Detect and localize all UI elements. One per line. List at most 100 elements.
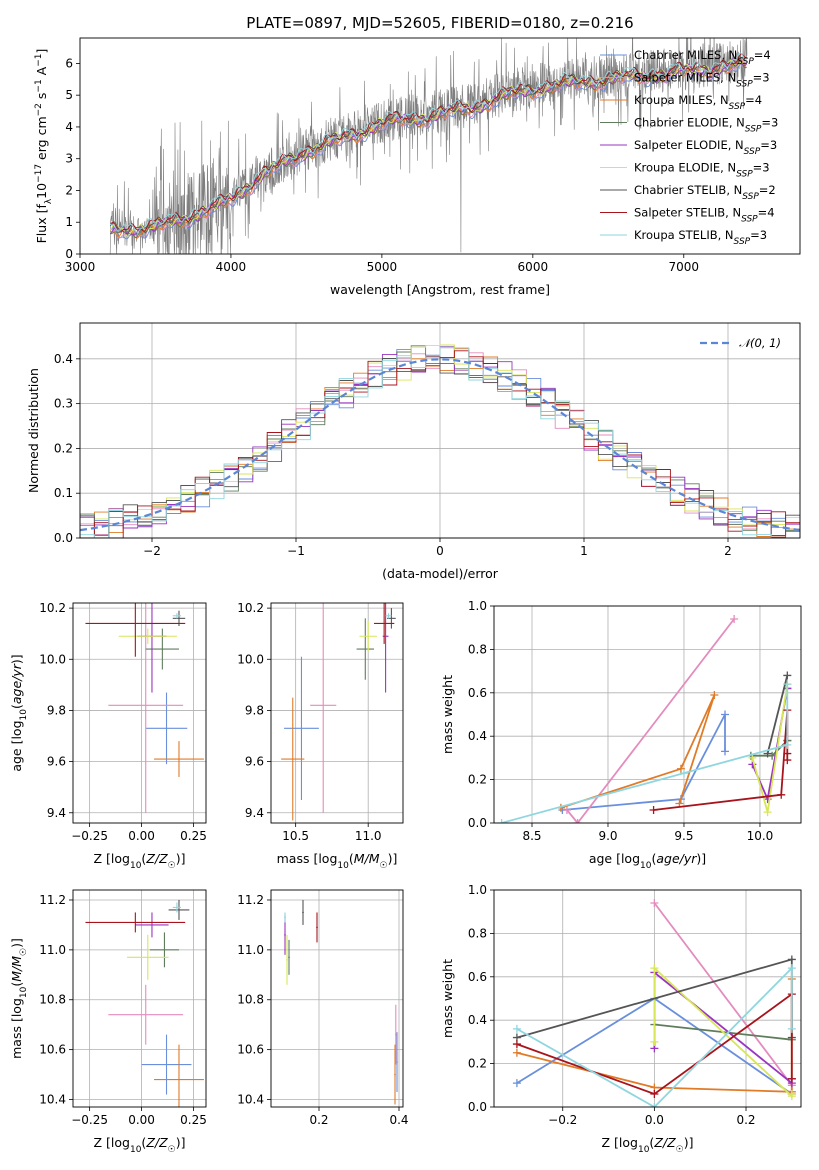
point-marker [512, 1048, 521, 1057]
errorbar-kroupa-miles [154, 741, 204, 777]
axes-frame [79, 37, 801, 255]
x-tick-label: 0.00 [128, 829, 155, 843]
series-line [766, 675, 789, 754]
errorbar-chabrier-elodie [356, 618, 374, 680]
x-tick-label: 6000 [518, 260, 549, 274]
axes-frame [493, 889, 802, 1108]
x-tick-label: 8.5 [522, 829, 541, 843]
y-tick-label: 0.2 [54, 441, 73, 455]
legend-label-salpeter-miles: Salpeter MILES, NSSP=3 [634, 71, 770, 90]
series-kroupa-stelib [497, 680, 792, 823]
model-spectrum-chabrier-stelib [109, 56, 747, 235]
axes-frame [493, 605, 802, 824]
legend-label-salpeter-elodie: Salpeter ELODIE, NSSP=3 [634, 138, 777, 157]
y-tick-label: 0.1 [54, 486, 73, 500]
axes-frame [79, 322, 801, 539]
errorbar-salpeter-stelib [85, 603, 186, 657]
point-marker [562, 805, 571, 814]
point-marker [783, 680, 792, 689]
y-tick-label: 1 [65, 215, 73, 229]
y-tick-label: 0.0 [54, 531, 73, 545]
x-axis-label: (data-model)/error [382, 566, 499, 581]
point-marker [721, 747, 730, 756]
y-tick-label: 0.2 [468, 1057, 487, 1071]
x-tick-label: −0.25 [71, 1113, 108, 1127]
y-tick-label: 9.6 [47, 755, 66, 769]
series-line [501, 684, 789, 823]
x-tick-label: 0.4 [389, 1113, 408, 1127]
chart-title: PLATE=0897, MJD=52605, FIBERID=0180, z=0… [246, 14, 633, 32]
errorbar-chabrier-miles [396, 1032, 398, 1093]
y-tick-label: 0.3 [54, 397, 73, 411]
errorbar-salpeter-stelib [373, 603, 395, 644]
series-kroupa-stelib [512, 964, 796, 1107]
series-chabrier-miles [558, 710, 730, 814]
y-tick-label: 10.2 [39, 601, 66, 615]
series-kroupa-elodie [650, 964, 796, 1101]
point-marker [787, 1024, 796, 1033]
x-axis-label: mass [log10(M/M☉)] [277, 851, 398, 871]
errorbar-chabrier-stelib [387, 608, 396, 629]
y-tick-label: 9.8 [245, 703, 264, 717]
grid-mass-vs-Z [73, 890, 206, 1107]
errorbar-kroupa-miles [394, 1044, 396, 1105]
point-marker [512, 1024, 521, 1033]
axes-frame [72, 889, 207, 1108]
point-marker [787, 964, 796, 973]
legend-label-kroupa-elodie: Kroupa ELODIE, NSSP=3 [634, 161, 770, 180]
x-tick-label: 0.25 [180, 1113, 207, 1127]
y-tick-label: 0.2 [468, 773, 487, 787]
errorbar-kroupa-stelib [385, 613, 392, 619]
x-tick-label: 3000 [65, 260, 96, 274]
y-tick-label: 10.6 [39, 1043, 66, 1057]
point-marker [650, 1089, 659, 1098]
legend-label-kroupa-miles: Kroupa MILES, NSSP=4 [634, 93, 762, 112]
point-marker [573, 819, 582, 823]
legend-label-chabrier-miles: Chabrier MILES, NSSP=4 [634, 48, 771, 67]
gaussian-curve [80, 358, 800, 532]
y-axis-label: mass [log10(M/M☉)] [9, 938, 29, 1059]
point-marker [787, 955, 796, 964]
y-tick-label: 0.8 [468, 642, 487, 656]
errorbar-kroupa-stelib [172, 613, 182, 619]
x-axis-label: Z [log10(Z/Z☉)] [94, 1135, 186, 1155]
y-tick-label: 10.8 [237, 993, 264, 1007]
errorbar-chabrier-miles [145, 692, 188, 765]
legend-label-chabrier-elodie: Chabrier ELODIE, NSSP=3 [634, 116, 778, 135]
x-tick-label: 0.00 [128, 1113, 155, 1127]
series-salpeter-miles [562, 615, 739, 823]
x-tick-label: 0 [436, 544, 444, 558]
panel-spectrum: 3000 4000 5000 6000 7000 0 1 2 3 4 5 6 PLATE=0897, M… [34, 14, 801, 297]
series-line [653, 966, 793, 1099]
x-tick-label: 11.0 [355, 829, 382, 843]
point-marker [650, 964, 659, 973]
y-tick-label: 9.8 [47, 703, 66, 717]
errorbar-salpeter-elodie [382, 603, 389, 693]
axes-frame [270, 889, 404, 1108]
x-axis-label: age [log10(age/yr)] [589, 851, 706, 871]
panel-weight-vs-Z: −0.2 0.0 0.2 0.0 0.2 0.4 0.6 0.8 1.0 Z [log10(Z/Z… [440, 883, 802, 1155]
point-marker [650, 899, 659, 908]
errorbar-kroupa-elodie [286, 934, 288, 985]
errorbar-kroupa-stelib [172, 902, 182, 913]
errorbar-salpeter-elodie [135, 912, 169, 938]
point-marker [650, 1103, 659, 1107]
y-tick-label: 0.4 [54, 352, 73, 366]
panel-mass-vs-EBV: 0.2 0.4 10.4 10.6 10.8 11.0 11.2 [237, 889, 409, 1127]
x-tick-label: −0.25 [71, 829, 108, 843]
errorbar-kroupa-stelib [284, 912, 286, 923]
point-marker [787, 1089, 796, 1098]
y-axis-label: age [log10(age/yr)] [9, 654, 29, 771]
grid-weight-vs-age [494, 605, 801, 824]
x-tick-label: 5000 [367, 260, 398, 274]
point-marker [710, 690, 719, 699]
y-tick-label: 9.4 [47, 806, 66, 820]
errorbar-chabrier-elodie [145, 628, 179, 670]
errorbar-salpeter-miles [108, 603, 184, 813]
y-tick-label: 0.6 [468, 970, 487, 984]
point-marker [787, 1074, 796, 1083]
y-tick-label: 11.0 [39, 943, 66, 957]
point-marker [721, 710, 730, 719]
grid-weight-vs-Z [494, 889, 801, 1108]
errorbar-kroupa-elodie [118, 628, 177, 644]
